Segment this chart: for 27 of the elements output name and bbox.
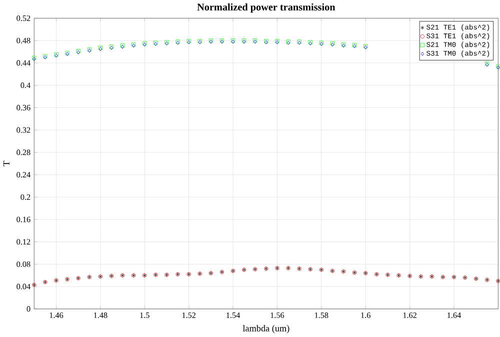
x-tick-label: 1.46	[50, 312, 64, 318]
y-tick-label: 0.2	[20, 194, 30, 200]
y-tick-label: 0	[26, 306, 30, 312]
x-tick-label: 1.56	[270, 312, 284, 318]
y-tick-label: 0.32	[16, 127, 30, 133]
y-tick-label: 0.4	[20, 82, 30, 88]
y-tick-label: 0.28	[16, 150, 30, 156]
y-tick-label: 0.04	[16, 284, 30, 290]
y-tick-label: 0.36	[16, 105, 30, 111]
x-tick-label: 1.5	[140, 312, 150, 318]
x-tick-label: 1.62	[403, 312, 416, 318]
y-tick-label: 0.44	[16, 60, 30, 66]
y-tick-label: 0.12	[16, 239, 30, 245]
y-tick-label: 0.16	[16, 216, 30, 222]
x-axis-title: lambda (um)	[242, 325, 290, 334]
y-tick-label: 0.52	[16, 16, 30, 22]
y-tick-label: 0.08	[16, 262, 30, 268]
x-tick-label: 1.48	[94, 312, 108, 318]
x-tick-label: 1.58	[315, 312, 328, 318]
y-tick-label: 0.24	[16, 172, 30, 178]
x-tick-label: 1.52	[182, 312, 196, 318]
y-axis-title: T	[3, 161, 10, 166]
x-tick-label: 1.6	[361, 312, 370, 318]
y-tick-label: 0.48	[16, 38, 30, 44]
x-tick-label: 1.54	[226, 312, 240, 318]
x-tick-label: 1.64	[448, 312, 461, 318]
chart-title: Normalized power transmission	[197, 4, 336, 13]
